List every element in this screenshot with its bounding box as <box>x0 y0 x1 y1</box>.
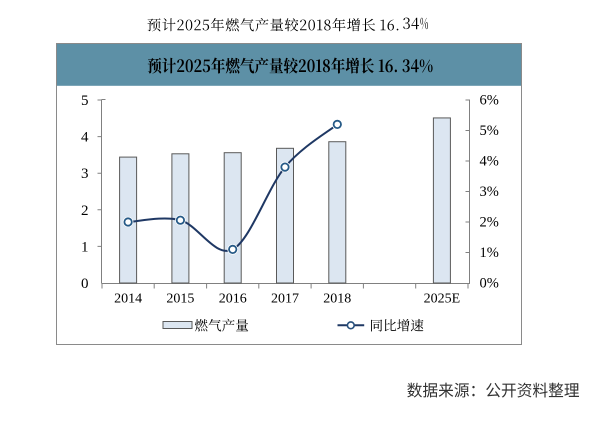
svg-text:5%: 5% <box>480 123 499 139</box>
svg-text:1%: 1% <box>480 245 499 261</box>
svg-text:2016: 2016 <box>219 292 247 307</box>
svg-text:2017: 2017 <box>271 292 299 307</box>
svg-text:1: 1 <box>81 239 89 255</box>
svg-text:2014: 2014 <box>114 292 142 307</box>
svg-text:2025E: 2025E <box>424 292 461 307</box>
svg-text:4: 4 <box>81 130 89 146</box>
svg-text:2%: 2% <box>480 215 499 231</box>
svg-text:6%: 6% <box>480 93 499 109</box>
svg-text:0: 0 <box>81 276 89 292</box>
svg-text:4%: 4% <box>480 154 499 170</box>
svg-text:3: 3 <box>81 166 89 182</box>
svg-text:5: 5 <box>81 93 89 109</box>
svg-text:2015: 2015 <box>166 292 194 307</box>
svg-text:2: 2 <box>81 203 89 219</box>
svg-text:0%: 0% <box>480 276 499 292</box>
svg-text:3%: 3% <box>480 184 499 200</box>
svg-text:2018: 2018 <box>323 292 351 307</box>
